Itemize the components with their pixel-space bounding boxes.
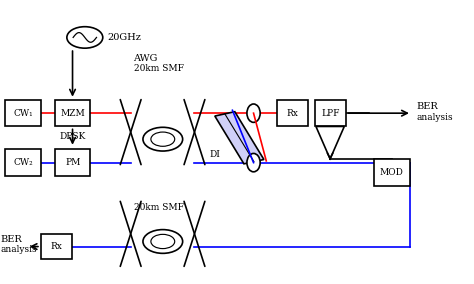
- FancyBboxPatch shape: [55, 100, 91, 126]
- Text: AWG: AWG: [133, 54, 157, 63]
- Ellipse shape: [247, 104, 260, 122]
- Text: analysis: analysis: [417, 113, 453, 122]
- Text: PM: PM: [65, 158, 81, 167]
- Polygon shape: [215, 112, 264, 164]
- Text: 20km SMF: 20km SMF: [134, 203, 184, 212]
- Text: analysis: analysis: [0, 245, 37, 254]
- FancyBboxPatch shape: [277, 100, 308, 126]
- Text: BER: BER: [0, 235, 22, 244]
- FancyBboxPatch shape: [315, 100, 346, 126]
- FancyBboxPatch shape: [41, 234, 72, 259]
- Text: Rx: Rx: [287, 108, 299, 118]
- Text: MZM: MZM: [60, 108, 85, 118]
- Text: MOD: MOD: [380, 168, 404, 177]
- Text: BER: BER: [417, 102, 438, 110]
- Text: LPF: LPF: [321, 108, 339, 118]
- Text: CW₁: CW₁: [13, 108, 33, 118]
- FancyBboxPatch shape: [5, 149, 41, 176]
- Text: Rx: Rx: [50, 242, 62, 251]
- Text: DPSK: DPSK: [59, 132, 86, 141]
- Text: 20GHz: 20GHz: [108, 33, 141, 42]
- Text: 20km SMF: 20km SMF: [134, 64, 184, 73]
- Text: CW₂: CW₂: [13, 158, 33, 167]
- FancyBboxPatch shape: [374, 159, 410, 186]
- Ellipse shape: [247, 153, 260, 172]
- FancyBboxPatch shape: [55, 149, 91, 176]
- Text: DI: DI: [210, 150, 220, 159]
- Polygon shape: [316, 126, 344, 159]
- FancyBboxPatch shape: [5, 100, 41, 126]
